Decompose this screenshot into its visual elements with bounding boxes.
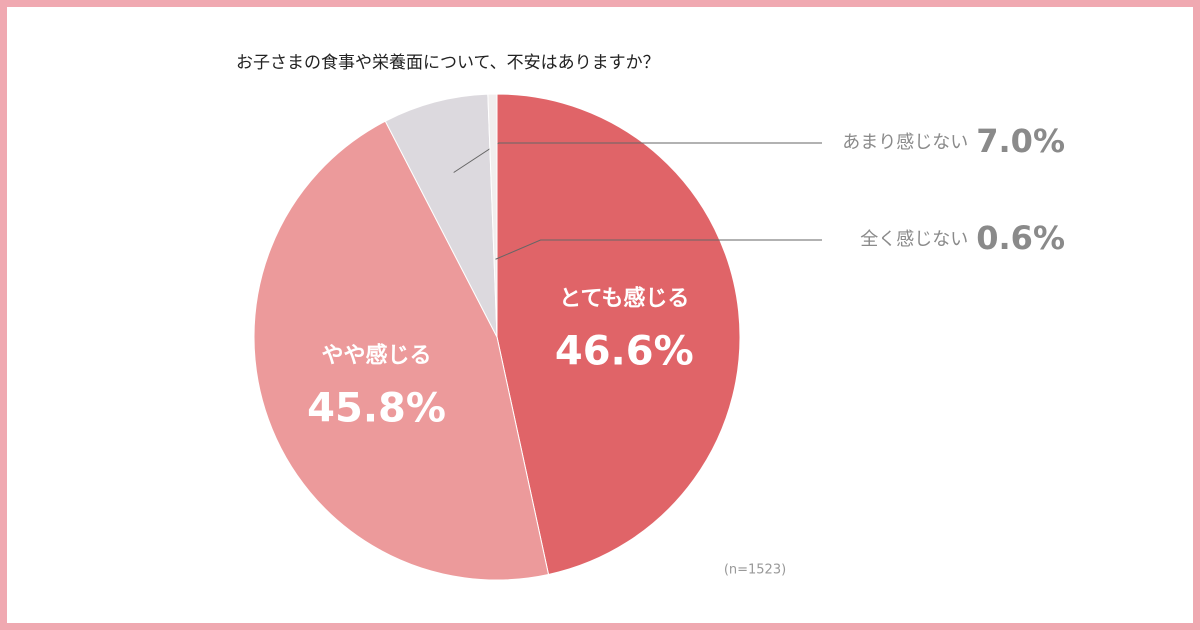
note: (n=1523) (724, 563, 786, 578)
pie-slice (487, 93, 498, 338)
chart: お子さまの食事や栄養面について、不安はありますか？ (n=1523) とても感じ… (236, 53, 1065, 581)
pie-slice (384, 93, 498, 338)
slice-category-label: やや感じる (322, 342, 432, 368)
leader-line (453, 142, 822, 173)
outside-value-label: 0.6% (976, 219, 1065, 257)
leader-line (495, 239, 822, 260)
pie-slice (253, 120, 550, 581)
pie-slice (496, 93, 741, 576)
slice-category-label: とても感じる (559, 285, 689, 311)
slice-value-label: 46.6% (555, 328, 694, 374)
outside-category-label: あまり感じない (842, 132, 968, 153)
chart-title: お子さまの食事や栄養面について、不安はありますか？ (236, 53, 660, 73)
outside-category-label: 全く感じない (860, 229, 968, 250)
outside-value-label: 7.0% (976, 122, 1065, 160)
slice-value-label: 45.8% (307, 385, 446, 431)
